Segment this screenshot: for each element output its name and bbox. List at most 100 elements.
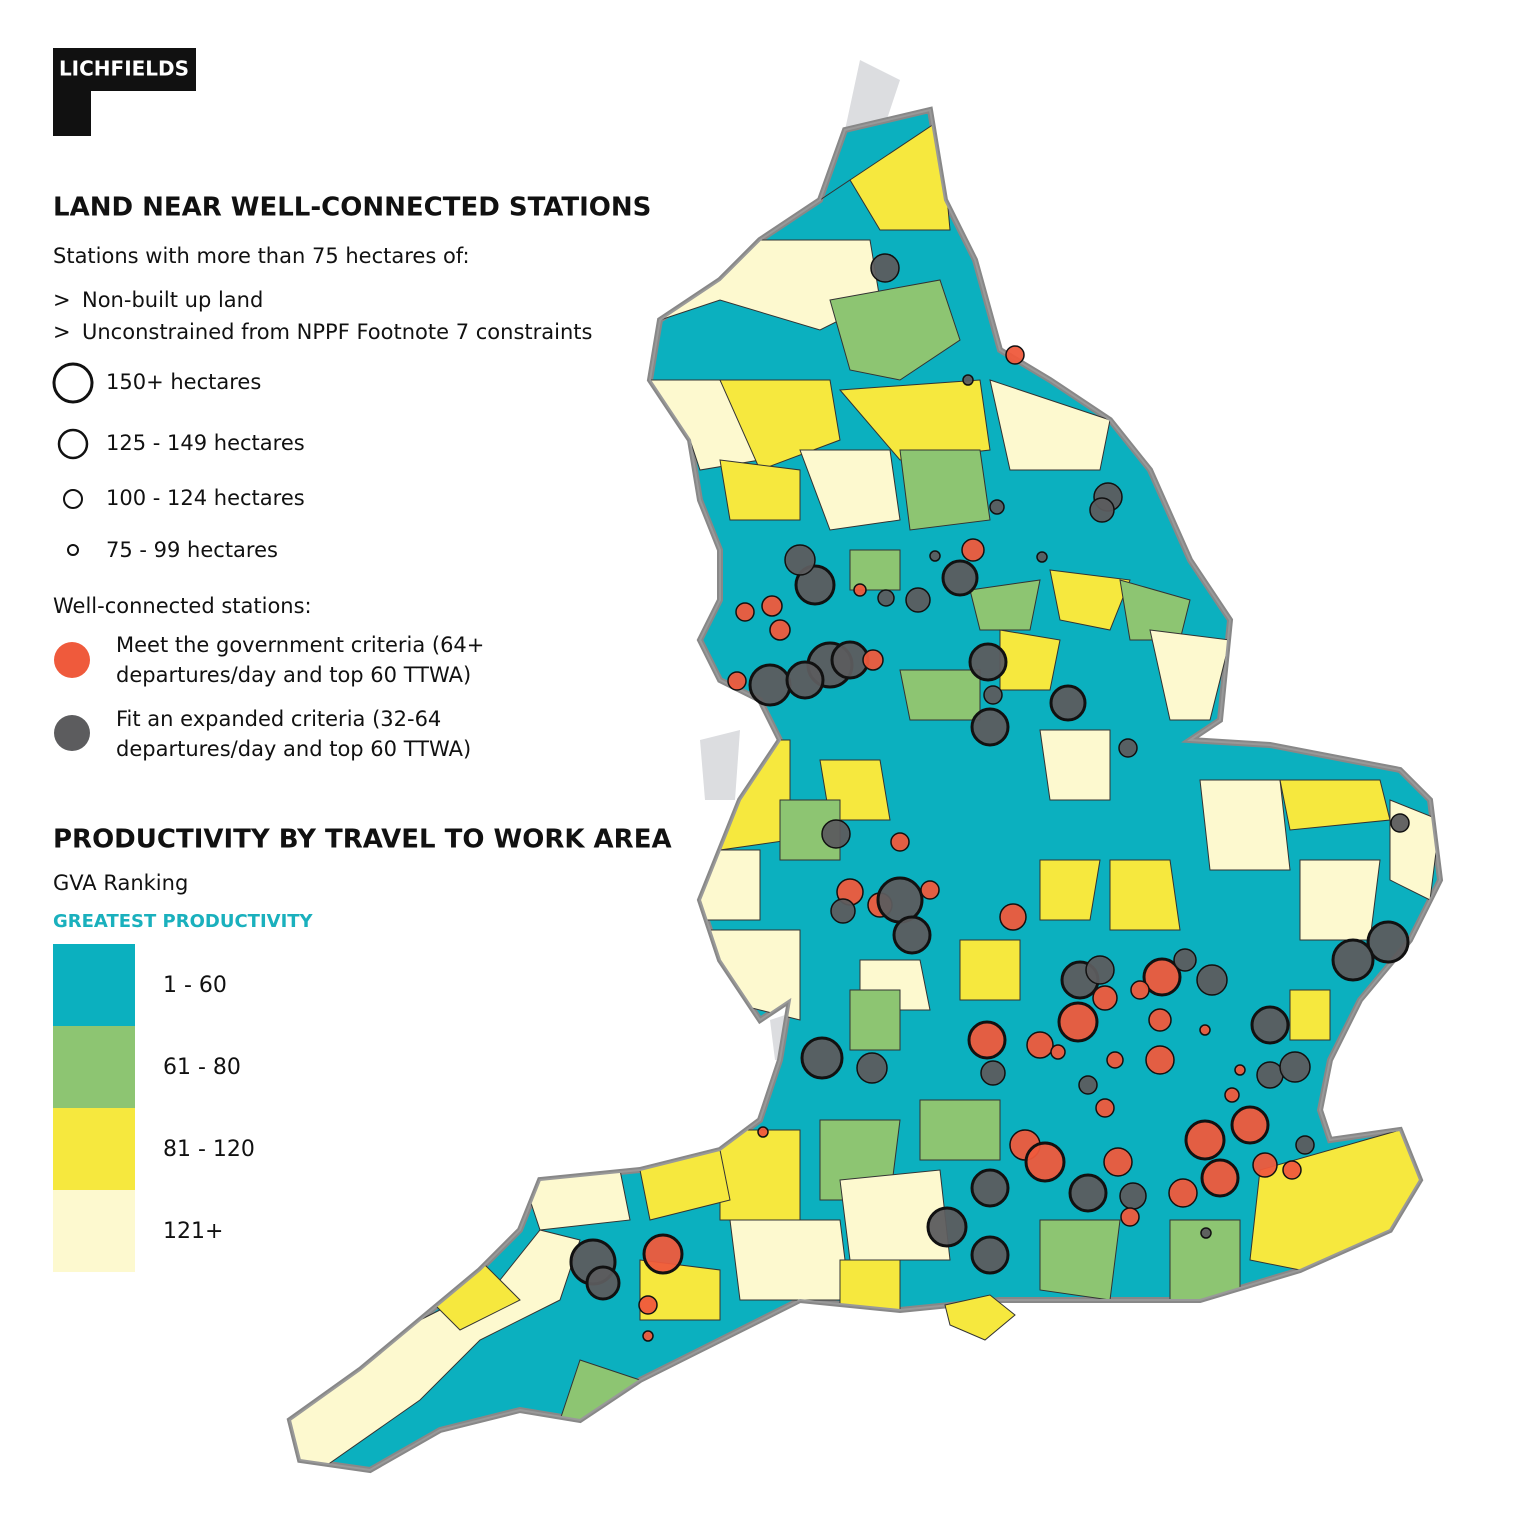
station	[800, 1036, 844, 1080]
station	[877, 589, 895, 607]
size-label: 75 - 99 hectares	[106, 538, 278, 562]
band-swatch	[53, 944, 135, 1026]
isle-of-wight	[944, 1294, 1016, 1341]
station	[1168, 1178, 1198, 1208]
station	[1250, 1005, 1290, 1045]
ttwa-region	[1039, 859, 1101, 921]
type-label: Meet the government criteria (64+	[116, 633, 484, 657]
station	[962, 374, 974, 386]
station	[1106, 1051, 1124, 1069]
station	[769, 619, 791, 641]
station	[1024, 1141, 1066, 1183]
band-swatch	[53, 1190, 135, 1272]
size-key	[52, 362, 94, 404]
type-key	[54, 715, 90, 751]
ttwa-region	[699, 849, 761, 921]
ttwa-region	[779, 799, 841, 861]
station	[856, 1052, 888, 1084]
band-label: 1 - 60	[163, 973, 227, 998]
station	[638, 1295, 658, 1315]
station	[1119, 1182, 1147, 1210]
station	[1089, 497, 1115, 523]
station	[1200, 1158, 1240, 1198]
ttwa-region	[719, 379, 841, 471]
station	[1078, 1075, 1098, 1095]
ttwa-region	[519, 1169, 631, 1231]
station	[748, 663, 792, 707]
type-label: departures/day and top 60 TTWA)	[116, 737, 471, 761]
band-swatch	[53, 1108, 135, 1190]
station	[961, 538, 985, 562]
station	[892, 915, 932, 955]
size-key	[67, 544, 79, 556]
station	[1366, 920, 1410, 964]
legend-title: PRODUCTIVITY BY TRAVEL TO WORK AREA	[53, 825, 672, 855]
station	[853, 583, 867, 597]
ttwa-region	[819, 119, 951, 231]
station	[1295, 1135, 1315, 1155]
station	[929, 550, 941, 562]
station	[1145, 1045, 1175, 1075]
ttwa-region	[799, 449, 901, 531]
bullet: >	[53, 320, 71, 344]
ttwa-region	[839, 1169, 951, 1261]
ttwa-region	[989, 379, 1111, 471]
station	[1200, 1227, 1212, 1239]
ttwa-region	[959, 939, 1021, 1001]
ttwa-region	[1199, 779, 1291, 871]
station	[989, 499, 1005, 515]
ttwa-region	[849, 989, 901, 1051]
station	[890, 832, 910, 852]
bullet: >	[53, 288, 71, 312]
ttwa-region	[899, 449, 991, 531]
station	[1279, 1051, 1311, 1083]
station	[905, 587, 931, 613]
size-key	[63, 489, 83, 509]
size-label: 125 - 149 hectares	[106, 431, 305, 455]
station	[757, 1126, 769, 1138]
ttwa-region	[1109, 859, 1181, 931]
ttwa-region	[829, 279, 961, 381]
station	[784, 544, 816, 576]
ttwa-region	[729, 1219, 851, 1301]
station	[920, 880, 940, 900]
station	[1390, 813, 1410, 833]
station	[870, 253, 900, 283]
criterion: Unconstrained from NPPF Footnote 7 const…	[82, 320, 592, 344]
station	[761, 595, 783, 617]
band-label: 61 - 80	[163, 1055, 241, 1080]
legend-subtitle: Well-connected stations:	[53, 594, 312, 618]
station	[876, 876, 924, 924]
station	[941, 559, 979, 597]
station	[926, 1206, 968, 1248]
station	[1118, 738, 1138, 758]
size-label: 100 - 124 hectares	[106, 486, 305, 510]
station	[794, 564, 836, 606]
station	[1173, 948, 1197, 972]
band-label: 121+	[163, 1219, 223, 1244]
ttwa-region	[899, 669, 981, 721]
station	[585, 1265, 621, 1301]
station	[642, 1233, 684, 1275]
station	[1331, 938, 1375, 982]
station	[970, 707, 1010, 747]
station	[1148, 1008, 1172, 1032]
station	[968, 642, 1008, 682]
ttwa-region	[839, 1259, 901, 1311]
size-key	[57, 428, 89, 460]
station	[735, 602, 755, 622]
station	[1142, 957, 1182, 997]
station	[1184, 1119, 1226, 1161]
station	[1103, 1147, 1133, 1177]
station	[830, 898, 856, 924]
station	[821, 819, 851, 849]
station	[785, 660, 825, 700]
ttwa-region	[999, 629, 1061, 691]
ttwa-region	[1039, 729, 1111, 801]
ttwa-region	[969, 579, 1041, 631]
station	[1026, 1031, 1054, 1059]
station	[727, 671, 747, 691]
station	[1085, 955, 1115, 985]
band-swatch	[53, 1026, 135, 1108]
legend-note: GREATEST PRODUCTIVITY	[53, 911, 314, 932]
